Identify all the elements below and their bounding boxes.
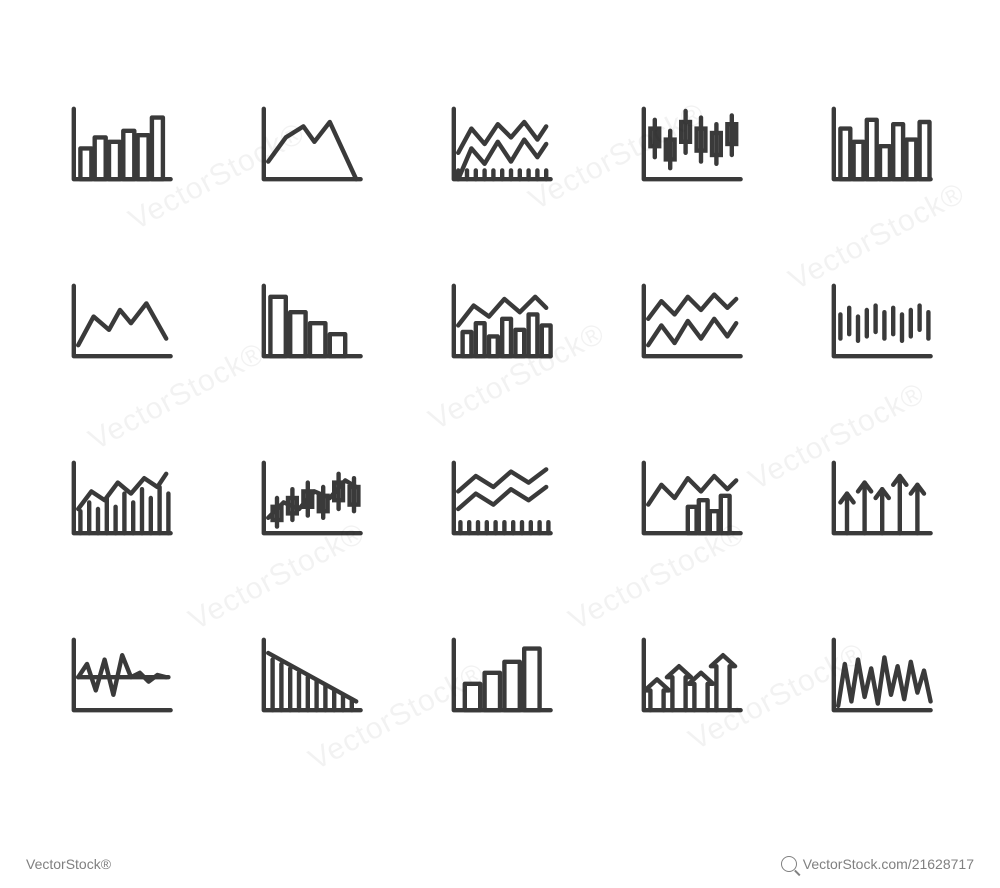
multi-line-chart-icon	[630, 267, 750, 374]
stacked-area-chart-icon	[440, 90, 560, 197]
arrow-bars-up-icon	[820, 444, 940, 551]
volatility-line-icon	[820, 621, 940, 728]
bar-chart-ascending-icon	[60, 90, 180, 197]
candlestick-trend-icon	[250, 444, 370, 551]
dual-line-bars-icon	[440, 444, 560, 551]
bar-chart-descending-icon	[250, 267, 370, 374]
line-chart-falling-icon	[250, 90, 370, 197]
area-chart-icon	[60, 267, 180, 374]
candlestick-chart-icon	[630, 90, 750, 197]
range-bars-chart-icon	[820, 267, 940, 374]
combo-line-bar-icon	[440, 267, 560, 374]
brand-label: VectorStock®	[26, 856, 111, 872]
chart-icon-grid	[0, 0, 1000, 848]
stock-id-text: VectorStock.com/21628717	[803, 856, 974, 872]
oscillator-chart-icon	[60, 621, 180, 728]
footer: VectorStock® VectorStock.com/21628717	[0, 856, 1000, 872]
search-icon	[781, 856, 797, 872]
stock-id-label: VectorStock.com/21628717	[781, 856, 974, 872]
area-with-bars-icon	[630, 444, 750, 551]
arrow-growth-chart-icon	[630, 621, 750, 728]
bar-chart-varied-icon	[820, 90, 940, 197]
bar-chart-growth-icon	[440, 621, 560, 728]
line-over-bars-icon	[60, 444, 180, 551]
bars-declining-line-icon	[250, 621, 370, 728]
